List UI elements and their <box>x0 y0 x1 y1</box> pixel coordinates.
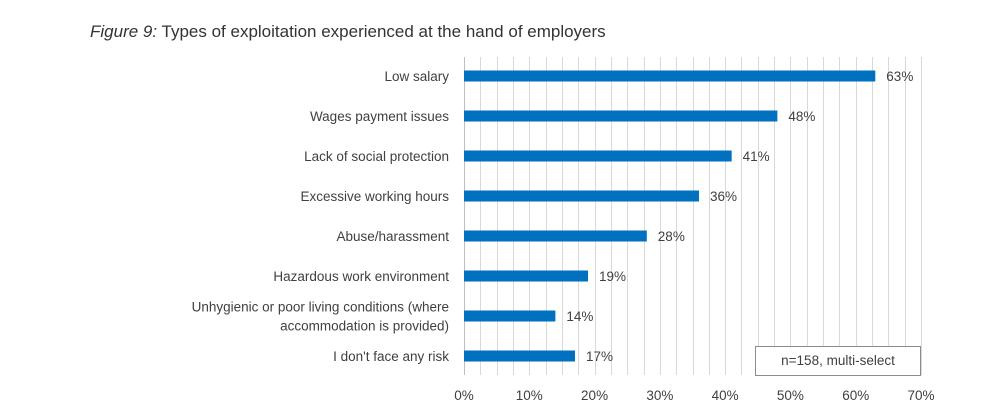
category-label: Low salary <box>384 69 449 84</box>
bar <box>464 70 876 82</box>
x-tick-label: 40% <box>712 388 739 403</box>
bar <box>464 310 556 322</box>
value-label: 48% <box>788 109 815 124</box>
figure-number: Figure 9: <box>90 22 158 41</box>
x-tick-label: 70% <box>907 388 934 403</box>
category-label: Hazardous work environment <box>273 269 449 284</box>
value-label: 41% <box>743 149 770 164</box>
chart-title: Figure 9: Types of exploitation experien… <box>90 22 606 42</box>
value-label: 19% <box>599 269 626 284</box>
sample-note: n=158, multi-select <box>755 346 921 376</box>
category-label: Wages payment issues <box>310 109 449 124</box>
category-label: Abuse/harassment <box>336 229 449 244</box>
bar <box>464 270 589 282</box>
value-label: 17% <box>586 349 613 364</box>
category-label: Excessive working hours <box>300 189 449 204</box>
gridlines <box>464 57 922 375</box>
bar <box>464 190 700 202</box>
value-labels: 63% 48% 41% 36% 28% 19% 14% 17% <box>566 69 913 364</box>
x-tick-label: 30% <box>646 388 673 403</box>
x-axis-ticks: 0% 10% 20% 30% 40% 50% 60% 70% <box>454 388 934 403</box>
x-tick-label: 20% <box>581 388 608 403</box>
bars <box>464 70 876 362</box>
x-tick-label: 0% <box>454 388 474 403</box>
x-tick-label: 50% <box>777 388 804 403</box>
bar <box>464 110 778 122</box>
value-label: 63% <box>886 69 913 84</box>
category-label: Unhygienic or poor living conditions (wh… <box>192 300 449 315</box>
value-label: 28% <box>658 229 685 244</box>
bar <box>464 350 575 362</box>
category-label: Lack of social protection <box>304 149 449 164</box>
category-label: I don't face any risk <box>333 349 449 364</box>
bar <box>464 230 647 242</box>
x-tick-label: 10% <box>516 388 543 403</box>
bar <box>464 150 732 162</box>
x-tick-label: 60% <box>842 388 869 403</box>
category-labels: Low salary Wages payment issues Lack of so… <box>192 69 450 364</box>
value-label: 36% <box>710 189 737 204</box>
value-label: 14% <box>566 309 593 324</box>
title-text: Types of exploitation experienced at the… <box>157 22 606 41</box>
category-label: accommodation is provided) <box>280 319 449 334</box>
